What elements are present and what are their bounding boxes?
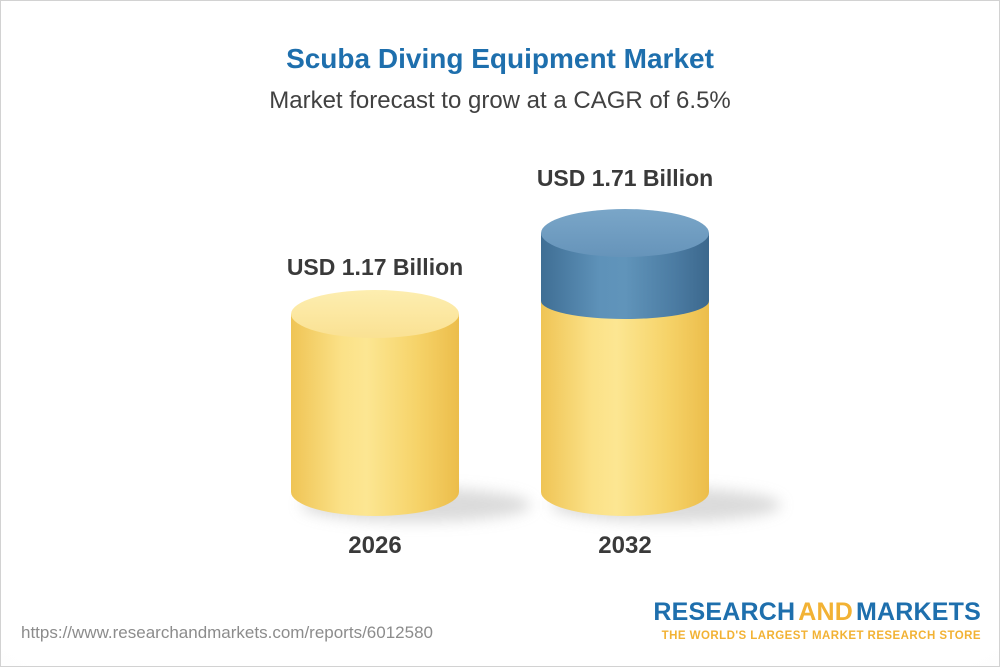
report-url: https://www.researchandmarkets.com/repor…: [21, 623, 433, 642]
logo-word-and: AND: [798, 598, 853, 626]
research-and-markets-logo: RESEARCH AND MARKETS THE WORLD'S LARGEST M…: [653, 598, 981, 642]
logo-wordmark: RESEARCH AND MARKETS: [653, 598, 981, 627]
bar-2026-top-ellipse: [291, 290, 459, 338]
logo-word-markets: MARKETS: [855, 598, 981, 626]
bar-2026-body: [291, 314, 459, 516]
chart-subtitle: Market forecast to grow at a CAGR of 6.5…: [269, 87, 731, 114]
logo-tagline: THE WORLD'S LARGEST MARKET RESEARCH STOR…: [661, 630, 981, 642]
bar-2026-cylinder: [291, 290, 459, 516]
bar-2032-yellow-segment: [541, 301, 709, 516]
value-label-2026: USD 1.17 Billion: [286, 254, 464, 280]
x-axis-label-2026: 2026: [348, 532, 402, 559]
logo-word-research: RESEARCH: [653, 598, 796, 626]
chart-title: Scuba Diving Equipment Market: [286, 43, 714, 74]
value-label-2032: USD 1.71 Billion: [536, 165, 714, 191]
bar-2032-cylinder: [541, 209, 709, 516]
bar-2032-top-ellipse: [541, 209, 709, 257]
x-axis-label-2032: 2032: [598, 532, 652, 559]
